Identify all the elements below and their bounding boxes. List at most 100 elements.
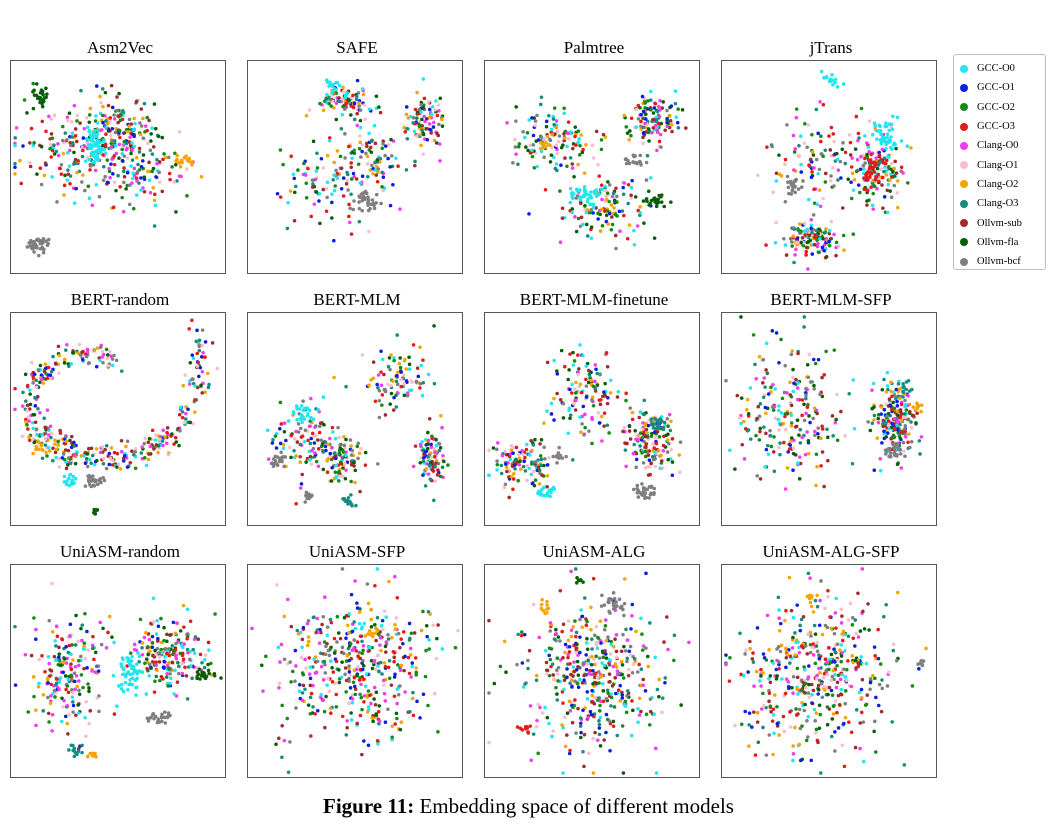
scatter-point xyxy=(591,384,596,389)
scatter-point xyxy=(353,579,357,583)
scatter-point xyxy=(310,449,314,453)
scatter-point xyxy=(429,131,433,135)
scatter-point xyxy=(305,456,310,461)
scatter-point xyxy=(140,445,144,449)
scatter-point xyxy=(279,422,284,426)
scatter-point xyxy=(523,135,527,140)
scatter-point xyxy=(590,637,594,641)
scatter-point xyxy=(584,364,589,368)
scatter-point xyxy=(879,132,883,137)
scatter-point xyxy=(613,212,618,217)
scatter-point xyxy=(146,440,151,445)
scatter-point xyxy=(612,206,616,210)
scatter-point xyxy=(175,651,180,655)
scatter-point xyxy=(373,631,378,635)
scatter-point xyxy=(539,149,544,154)
scatter-point xyxy=(157,660,162,664)
scatter-point xyxy=(89,461,93,466)
scatter-point xyxy=(36,684,41,689)
scatter-point xyxy=(395,382,400,387)
scatter-point xyxy=(587,372,592,377)
scatter-point xyxy=(342,443,347,448)
scatter-point xyxy=(793,147,798,151)
scatter-point xyxy=(374,712,378,716)
scatter-point xyxy=(329,479,334,483)
scatter-point xyxy=(36,447,41,452)
scatter-point xyxy=(589,190,593,194)
scatter-point xyxy=(95,121,100,125)
scatter-point xyxy=(438,96,443,101)
scatter-point xyxy=(286,770,291,775)
scatter-point xyxy=(304,114,309,118)
scatter-point xyxy=(180,415,185,420)
scatter-point xyxy=(90,203,95,208)
scatter-point xyxy=(863,134,867,138)
scatter-point xyxy=(362,621,366,626)
scatter-point xyxy=(174,656,179,661)
scatter-point xyxy=(789,421,794,425)
scatter-point xyxy=(112,450,117,455)
scatter-point xyxy=(296,168,300,172)
scatter-point xyxy=(872,184,877,189)
scatter-point xyxy=(435,113,440,118)
scatter-point xyxy=(794,424,799,429)
scatter-point xyxy=(514,105,518,109)
scatter-point xyxy=(838,159,843,164)
scatter-point xyxy=(321,166,325,170)
scatter-point xyxy=(51,458,55,463)
scatter-point xyxy=(34,433,39,437)
scatter-point xyxy=(646,423,651,428)
scatter-point xyxy=(339,187,344,191)
scatter-point xyxy=(588,709,593,714)
scatter-point xyxy=(823,180,828,184)
scatter-point xyxy=(361,648,365,653)
scatter-point xyxy=(584,210,589,215)
scatter-point xyxy=(429,460,433,465)
scatter-point xyxy=(396,631,401,636)
scatter-point xyxy=(112,154,117,158)
scatter-point xyxy=(72,754,77,759)
scatter-point xyxy=(40,456,45,461)
scatter-point xyxy=(405,136,410,141)
scatter-point xyxy=(274,446,279,450)
scatter-point xyxy=(342,496,346,501)
scatter-point xyxy=(308,676,313,681)
scatter-plot xyxy=(265,324,450,508)
scatter-point xyxy=(288,740,292,744)
scatter-point xyxy=(644,430,649,435)
scatter-point xyxy=(426,703,430,708)
scatter-point xyxy=(337,680,342,685)
scatter-point xyxy=(344,182,349,186)
scatter-point xyxy=(52,113,57,118)
scatter-point xyxy=(292,219,297,223)
scatter-point xyxy=(741,419,746,424)
scatter-point xyxy=(398,668,403,672)
scatter-point xyxy=(764,447,769,452)
scatter-point xyxy=(179,174,183,179)
scatter-point xyxy=(745,408,749,412)
scatter-point xyxy=(125,664,129,668)
scatter-point xyxy=(109,162,113,166)
scatter-point xyxy=(820,245,825,250)
scatter-point xyxy=(802,418,807,423)
scatter-point xyxy=(801,243,806,248)
scatter-point xyxy=(591,205,596,210)
scatter-point xyxy=(76,351,80,355)
scatter-point xyxy=(521,452,525,457)
scatter-point xyxy=(311,705,315,709)
scatter-point xyxy=(50,175,55,179)
scatter-point xyxy=(344,678,349,683)
scatter-point xyxy=(162,625,166,630)
scatter-point xyxy=(823,148,828,153)
scatter-point xyxy=(41,247,46,251)
scatter-point xyxy=(537,468,542,473)
scatter-point xyxy=(353,468,358,473)
scatter-point xyxy=(811,357,816,362)
scatter-point xyxy=(824,254,829,259)
scatter-point xyxy=(581,222,585,227)
scatter-point xyxy=(13,407,17,412)
scatter-point xyxy=(369,701,373,706)
scatter-point xyxy=(336,631,341,635)
scatter-point xyxy=(152,192,157,197)
scatter-point xyxy=(389,154,394,158)
